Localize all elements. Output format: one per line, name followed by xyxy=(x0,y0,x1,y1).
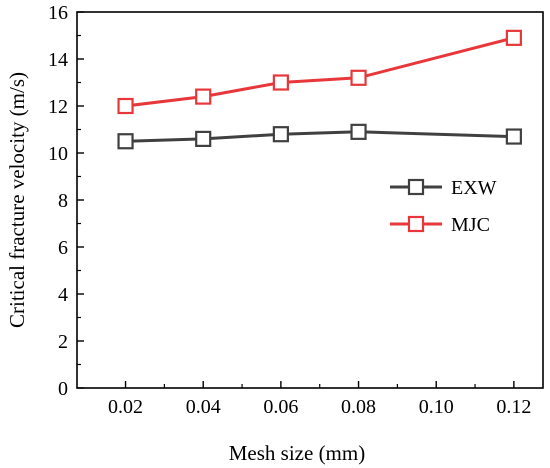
y-tick-label: 8 xyxy=(58,190,68,212)
y-axis-label: Critical fracture velocity (m/s) xyxy=(5,72,29,328)
legend: EXW MJC xyxy=(390,177,497,236)
y-tick-label: 4 xyxy=(58,284,68,306)
legend-label-exw: EXW xyxy=(451,177,497,199)
x-tick-label: 0.02 xyxy=(108,396,143,418)
legend-item-exw: EXW xyxy=(390,177,497,199)
y-tick-label: 14 xyxy=(48,49,68,71)
x-tick-label: 0.08 xyxy=(341,396,376,418)
data-point-mjc xyxy=(117,97,134,115)
legend-marker-exw xyxy=(407,178,425,196)
plot-border xyxy=(76,11,544,389)
x-axis-label: Mesh size (mm) xyxy=(229,441,365,465)
series-line-mjc xyxy=(125,36,515,108)
series-line-exw xyxy=(125,130,514,143)
x-tick-label: 0.12 xyxy=(496,396,531,418)
legend-label-mjc: MJC xyxy=(451,214,490,236)
data-point-mjc xyxy=(272,74,289,91)
data-point-exw xyxy=(195,130,212,147)
y-tick-label: 2 xyxy=(58,331,68,353)
data-point-exw xyxy=(272,126,289,143)
plot-frame xyxy=(76,11,544,389)
y-axis: 0 2 4 6 8 10 12 14 16 xyxy=(48,2,84,400)
y-tick-label: 0 xyxy=(58,378,68,400)
y-tick-label: 6 xyxy=(58,237,68,259)
series-layer xyxy=(117,29,522,150)
x-axis: 0.02 0.04 0.06 0.08 0.10 0.12 xyxy=(108,381,531,418)
data-point-exw xyxy=(117,133,134,150)
x-tick-label: 0.06 xyxy=(263,396,298,418)
data-point-mjc xyxy=(350,69,367,86)
data-point-exw xyxy=(505,128,522,145)
legend-marker-mjc xyxy=(407,215,425,233)
data-point-exw xyxy=(350,123,367,140)
x-tick-label: 0.04 xyxy=(186,396,221,418)
series-exw xyxy=(117,123,522,150)
series-mjc xyxy=(117,29,522,115)
y-tick-label: 12 xyxy=(48,96,68,118)
y-tick-label: 10 xyxy=(48,143,68,165)
data-point-mjc xyxy=(195,88,212,105)
x-tick-label: 0.10 xyxy=(419,396,454,418)
data-point-mjc xyxy=(505,29,522,46)
legend-item-mjc: MJC xyxy=(390,214,490,236)
y-tick-label: 16 xyxy=(48,2,68,24)
